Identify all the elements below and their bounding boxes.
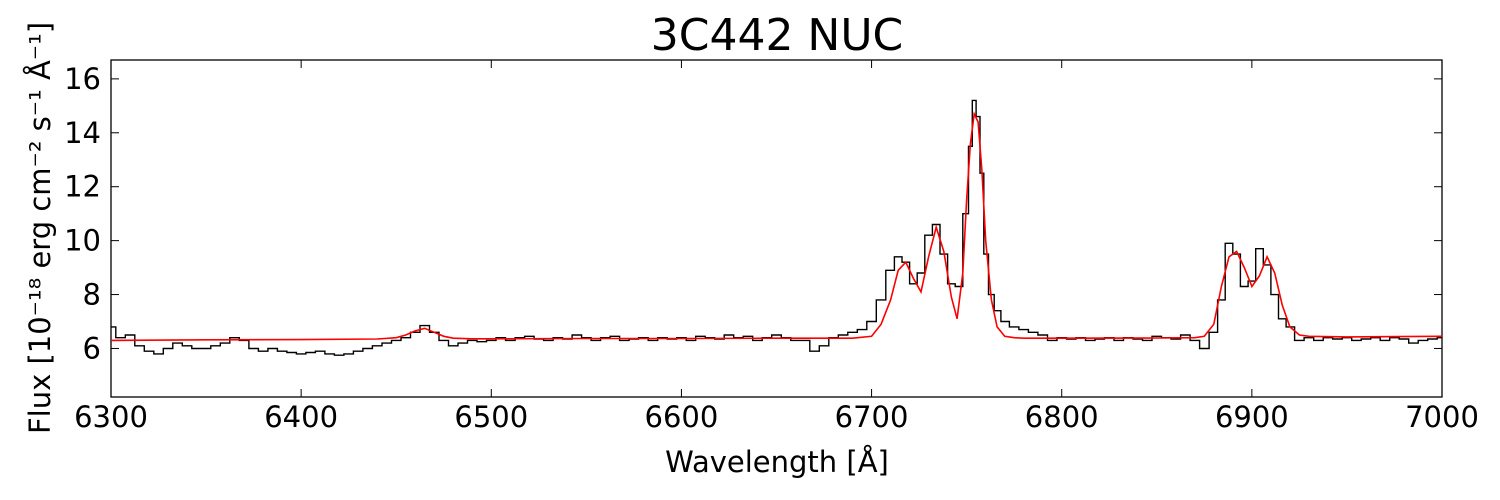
model-spectrum-line <box>110 111 1443 342</box>
y-axis-label: Flux [10⁻¹⁸ erg cm⁻² s⁻¹ Å⁻¹] <box>23 22 57 434</box>
y-tick-label: 8 <box>83 278 101 312</box>
x-axis-label: Wavelength [Å] <box>665 445 889 479</box>
series-layer <box>110 99 1443 356</box>
x-tick-label: 6400 <box>264 400 338 434</box>
x-tick-label: 6700 <box>835 400 909 434</box>
y-tick-label: 14 <box>64 116 101 150</box>
plot-frame <box>110 59 1443 398</box>
y-tick-label: 6 <box>83 331 101 365</box>
y-axis: 6 8 10 12 14 16 <box>64 62 1442 365</box>
y-tick-label: 12 <box>64 170 101 204</box>
plot-area: 6300 6400 6500 6600 6700 6800 6900 7000 6 8 10 12 1… <box>64 59 1479 434</box>
y-tick-label: 16 <box>64 62 101 96</box>
x-tick-label: 7000 <box>1405 400 1479 434</box>
x-tick-label: 6300 <box>74 400 148 434</box>
x-tick-label: 6500 <box>454 400 528 434</box>
x-tick-label: 6900 <box>1215 400 1289 434</box>
x-tick-label: 6600 <box>645 400 719 434</box>
x-axis: 6300 6400 6500 6600 6700 6800 6900 7000 <box>74 60 1479 434</box>
chart-title: 3C442 NUC <box>651 10 904 61</box>
observed-spectrum-line <box>111 99 1442 356</box>
y-tick-label: 10 <box>64 224 101 258</box>
x-tick-label: 6800 <box>1025 400 1099 434</box>
